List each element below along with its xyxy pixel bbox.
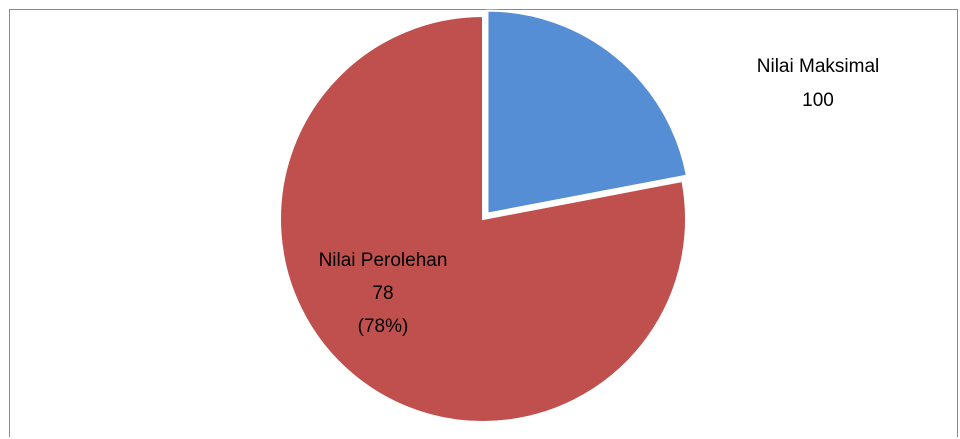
label-nilai-perolehan-percent: (78%) — [358, 316, 409, 337]
pie-slice-nilai-maksimal — [486, 9, 689, 215]
pie-slice-nilai-perolehan — [279, 14, 687, 423]
label-nilai-perolehan-value: 78 — [372, 283, 393, 304]
label-nilai-perolehan-name: Nilai Perolehan — [319, 250, 448, 271]
pie-slices — [279, 9, 689, 423]
chart-frame — [9, 9, 958, 437]
label-nilai-maksimal-value: 100 — [802, 90, 834, 111]
label-nilai-maksimal-name: Nilai Maksimal — [757, 56, 879, 77]
